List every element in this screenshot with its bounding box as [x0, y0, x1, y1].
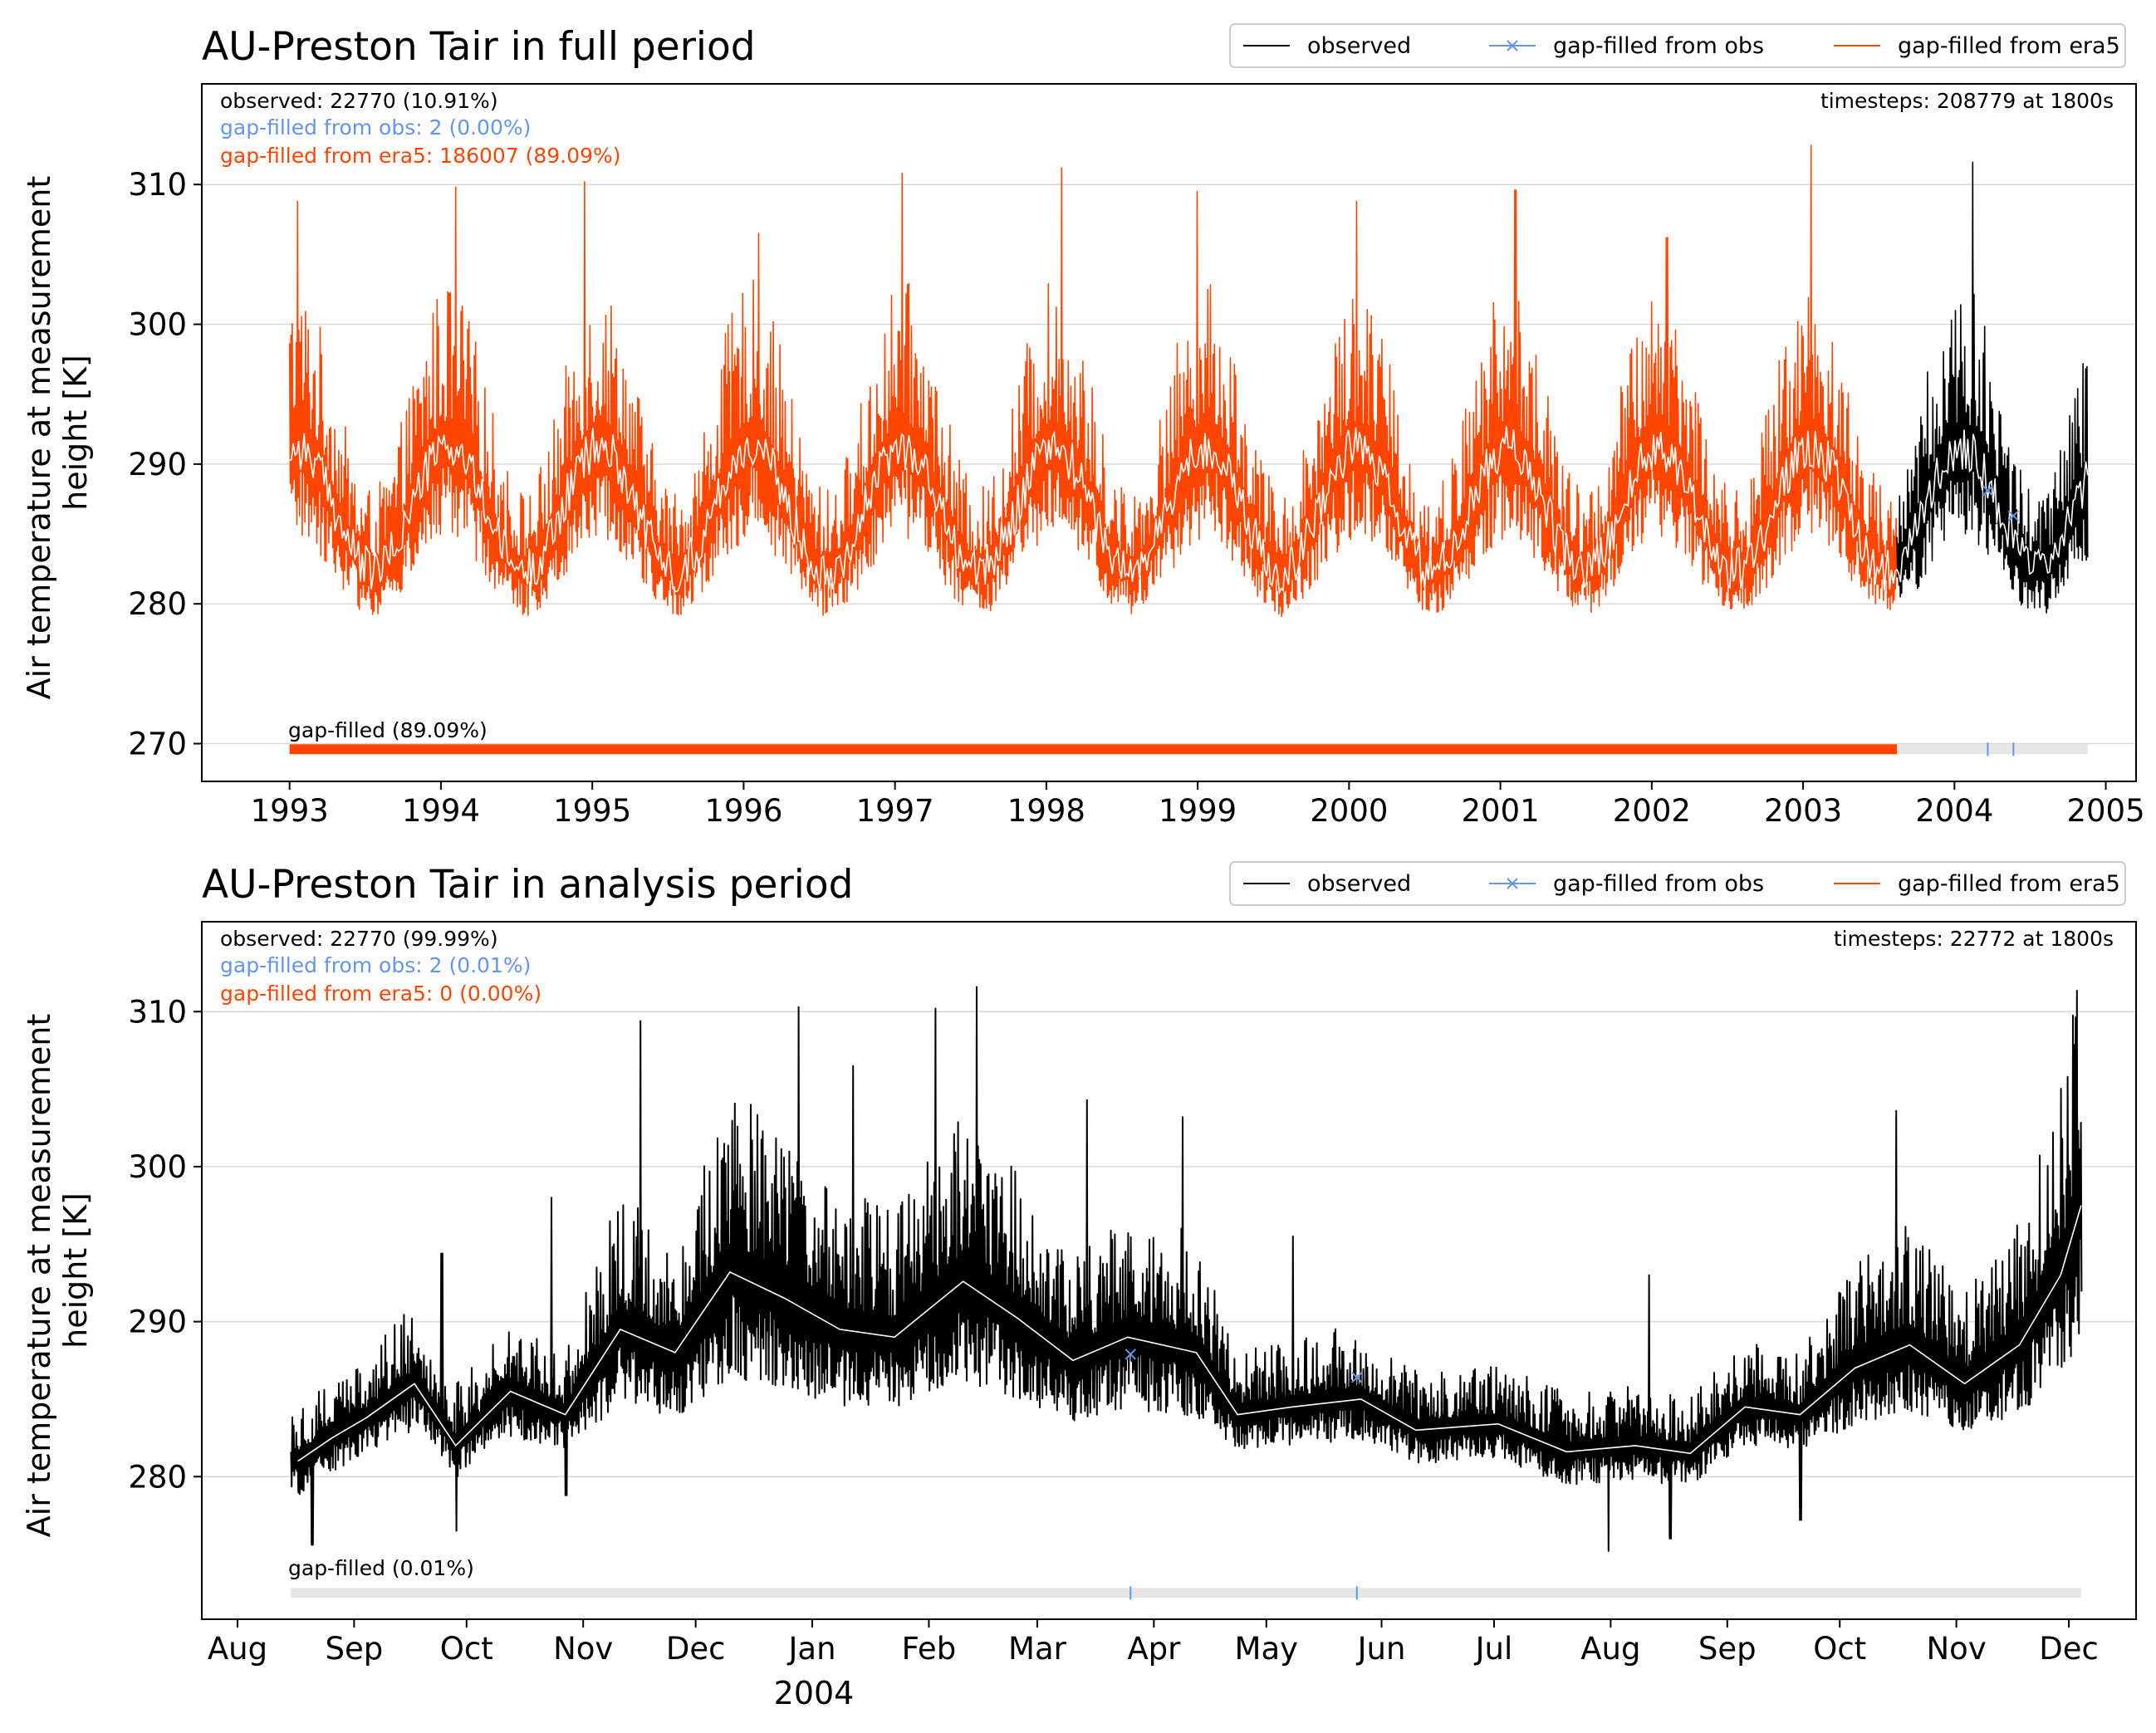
annotation-gap-era5: gap-filled from era5: 0 (0.00%)	[220, 982, 541, 1006]
x-tick-label: Nov	[1927, 1631, 1987, 1667]
x-tick-label: 1995	[553, 793, 631, 829]
x-tick-label: 1996	[704, 793, 782, 829]
y-tick-label: 290	[128, 1305, 187, 1340]
x-tick-label: Oct	[440, 1631, 493, 1667]
x-tick-label: Nov	[553, 1631, 613, 1667]
gap-obs-point-x-icon	[1351, 1372, 1363, 1383]
x-tick-label: 1999	[1159, 793, 1237, 829]
x-tick-label: Sep	[325, 1631, 383, 1667]
series-line-observed	[290, 986, 2083, 1552]
gap-filled-bar	[291, 1586, 2081, 1600]
x-tick-label: 2000	[1310, 793, 1388, 829]
chart-full-period: 270 280 290 300 310 1993 1994 1995 1996 1997 1998…	[21, 23, 2145, 829]
annotation-observed: observed: 22770 (99.99%)	[220, 927, 498, 951]
gap-filled-bar	[289, 742, 2088, 756]
smoothed-mean-line	[297, 1205, 2082, 1462]
annotation-gap-obs: gap-filled from obs: 2 (0.00%)	[220, 115, 531, 140]
legend: observed gap-filled from obs gap-filled …	[1229, 23, 2126, 68]
gap-obs-point-x-icon	[1125, 1349, 1136, 1360]
legend-label-gap-era5: gap-filled from era5	[1898, 33, 2120, 59]
y-axis-ticks: 270 280 290 300 310	[128, 167, 202, 762]
smoothed-mean-line	[289, 426, 2089, 595]
y-tick-label: 300	[128, 1149, 187, 1185]
x-tick-label: Feb	[902, 1631, 957, 1667]
annotation-gap-obs: gap-filled from obs: 2 (0.01%)	[220, 953, 531, 977]
legend-label-gap-obs: gap-filled from obs	[1553, 33, 1764, 59]
y-axis-ticks: 280 290 300 310	[128, 994, 202, 1495]
y-tick-label: 280	[128, 586, 187, 622]
x-axis-year-label: 2004	[774, 1675, 855, 1711]
x-tick-label: Apr	[1127, 1631, 1181, 1667]
gap-obs-point-x-icon	[1982, 485, 1994, 497]
chart-title: AU-Preston Tair in full period	[202, 24, 756, 70]
x-tick-label: 1997	[856, 793, 934, 829]
legend-label-observed: observed	[1307, 33, 1411, 59]
timesteps-annotation: timesteps: 22772 at 1800s	[1834, 927, 2114, 951]
gap-filled-label: gap-filled (0.01%)	[288, 1556, 474, 1580]
y-axis-label: Air temperature at measurement height [K…	[21, 166, 94, 700]
y-tick-label: 270	[128, 727, 187, 762]
y-tick-label: 280	[128, 1459, 187, 1495]
x-tick-label: Mar	[1008, 1631, 1067, 1667]
annotation-observed: observed: 22770 (10.91%)	[220, 89, 498, 113]
x-tick-label: 1998	[1007, 793, 1085, 829]
x-tick-label: May	[1235, 1631, 1299, 1667]
y-axis-label-line-1: Air temperature at measurement	[21, 176, 57, 700]
x-axis-ticks: 1993 1994 1995 1996 1997 1998 1999 2000 2001 2002…	[251, 781, 2145, 829]
plot-frame	[201, 921, 2137, 1620]
series-line-observed	[1896, 161, 2089, 614]
x-tick-label: Jul	[1474, 1631, 1513, 1667]
y-axis-label-line-2: height [K]	[57, 355, 94, 511]
annotation-gap-era5: gap-filled from era5: 186007 (89.09%)	[220, 144, 621, 168]
x-tick-label: Dec	[666, 1631, 726, 1667]
x-tick-label: 1993	[251, 793, 329, 829]
chart-title: AU-Preston Tair in analysis period	[202, 862, 853, 908]
x-tick-label: Jun	[1356, 1631, 1406, 1667]
count-annotations: observed: 22770 (10.91%) gap-filled from…	[220, 89, 621, 168]
gap-filled-label: gap-filled (89.09%)	[288, 718, 488, 742]
x-axis-ticks: Aug Sep Oct Nov Dec Jan Feb Mar Apr May Jun Jul Aug S…	[208, 1619, 2099, 1667]
legend-label-observed: observed	[1307, 871, 1411, 897]
x-tick-label: Jan	[787, 1631, 836, 1667]
series-lines	[288, 144, 2089, 618]
y-axis-label-line-2: height [K]	[57, 1192, 94, 1349]
y-axis-label-line-1: Air temperature at measurement	[21, 1014, 57, 1538]
plot-frame	[201, 83, 2137, 782]
gap-bar-background	[291, 1588, 2081, 1598]
timesteps-annotation: timesteps: 208779 at 1800s	[1820, 89, 2114, 113]
legend: observed gap-filled from obs gap-filled …	[1229, 861, 2126, 906]
x-tick-label: Sep	[1698, 1631, 1757, 1667]
x-tick-label: 2003	[1764, 793, 1842, 829]
y-tick-label: 310	[128, 167, 187, 203]
chart-analysis-period: 280 290 300 310 Aug Sep Oct Nov Dec Jan Feb Mar Apr…	[21, 861, 2137, 1711]
series-lines	[290, 986, 2083, 1552]
x-tick-label: Dec	[2039, 1631, 2099, 1667]
series-line-gap-era5	[288, 144, 1898, 618]
x-tick-label: 2005	[2066, 793, 2144, 829]
y-axis-label: Air temperature at measurement height [K…	[21, 1004, 94, 1538]
x-tick-label: 2001	[1462, 793, 1540, 829]
x-tick-label: 2002	[1613, 793, 1691, 829]
x-tick-label: Aug	[208, 1631, 267, 1667]
legend-box	[1229, 23, 2126, 68]
gap-obs-point-x-icon	[2007, 510, 2020, 521]
gap-bar-era5	[289, 744, 1898, 755]
legend-marker-x-icon	[1507, 40, 1518, 51]
x-tick-label: 2004	[1915, 793, 1993, 829]
x-tick-label: 1994	[402, 793, 480, 829]
y-tick-label: 290	[128, 447, 187, 482]
x-tick-label: Aug	[1580, 1631, 1640, 1667]
legend-label-gap-obs: gap-filled from obs	[1553, 871, 1764, 897]
y-tick-label: 300	[128, 307, 187, 343]
x-tick-label: Oct	[1813, 1631, 1866, 1667]
legend-marker-x-icon	[1507, 878, 1518, 889]
count-annotations: observed: 22770 (99.99%) gap-filled from…	[220, 927, 541, 1006]
y-tick-label: 310	[128, 994, 187, 1030]
legend-box	[1229, 861, 2126, 906]
legend-label-gap-era5: gap-filled from era5	[1898, 871, 2120, 897]
